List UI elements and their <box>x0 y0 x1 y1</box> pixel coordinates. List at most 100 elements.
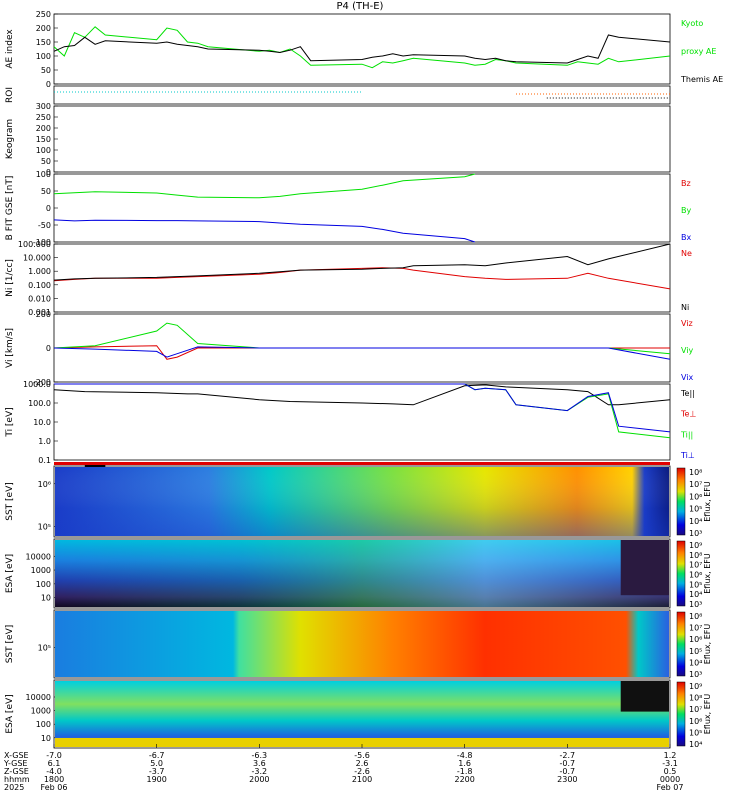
sst_e-colorbar-tick: 10⁶ <box>689 492 702 501</box>
velocity-right-label: Viy <box>681 346 694 355</box>
sst_e-colorbar-tick: 10⁷ <box>689 480 702 489</box>
esa_i-colorbar-tick: 10⁶ <box>689 717 702 726</box>
keogram-ytick-label: 0 <box>46 168 51 177</box>
xaxis-tick-label: Feb 07 <box>657 783 684 792</box>
xaxis-tick-label: -0.7 <box>560 767 576 776</box>
temperature-ytick-label: 10.0 <box>33 418 51 427</box>
keogram-ytick-label: 50 <box>41 157 51 166</box>
sst_e-ytick-label: 10⁵ <box>38 522 51 531</box>
ae-series-0 <box>53 26 671 69</box>
density-ytick-label: 0.001 <box>28 308 51 317</box>
esa_i-colorbar-label: Eflux, EFU <box>703 694 712 735</box>
sst_i-heatmap <box>55 611 669 677</box>
keogram-ytick-label: 250 <box>36 113 51 122</box>
temperature-ylabel: Ti [eV] <box>5 407 15 437</box>
temperature-frame <box>53 383 671 461</box>
sst_i-colorbar <box>676 611 686 677</box>
density-series-1 <box>53 243 671 281</box>
sst_i-colorbar-tick: 10⁷ <box>689 624 702 633</box>
bfield-right-label: Bx <box>681 233 691 242</box>
density-ylabel: Ni [1/cc] <box>5 259 15 297</box>
xaxis-tick-label: 2000 <box>249 775 269 784</box>
esa_e-frame <box>53 538 671 609</box>
esa_i-ytick-label: 10000 <box>26 693 51 702</box>
xaxis-row-label: X-GSE <box>4 751 29 760</box>
panels-layer <box>53 13 671 749</box>
esa_e-colorbar <box>676 540 686 607</box>
temperature-ytick-label: 100.0 <box>28 399 51 408</box>
bfield-ylabel: B FIT GSE [nT] <box>5 176 15 241</box>
esa_i-dark-region <box>620 681 669 712</box>
sst_i-colorbar-tick: 10⁴ <box>689 658 702 667</box>
sst_i-colorbar-tick: 10³ <box>689 670 702 679</box>
temperature-ytick-label: 0.1 <box>38 456 51 465</box>
xaxis-tick-label: -3.1 <box>662 759 678 768</box>
ae-ylabel: AE index <box>5 29 15 69</box>
bfield-ytick-label: 100 <box>36 170 51 179</box>
density-right-label: Ni <box>681 303 689 312</box>
sst_e-colorbar-tick: 10⁴ <box>689 517 702 526</box>
sst_e-ylabel: SST [eV] <box>5 482 15 521</box>
sst_e-colorbar <box>676 467 686 536</box>
xaxis-tick-label: 0000 <box>660 775 680 784</box>
xaxis-row-label: hhmm <box>4 775 30 784</box>
xaxis-tick-label: -3.2 <box>252 767 268 776</box>
xaxis-tick-label: -6.7 <box>149 751 165 760</box>
xaxis-tick-label: -5.6 <box>354 751 370 760</box>
bfield-ytick-label: 50 <box>41 187 51 196</box>
roi-ylabel: ROI <box>5 87 15 103</box>
xaxis-tick-label: 2100 <box>352 775 372 784</box>
esa_e-colorbar-tick: 10³ <box>689 600 702 609</box>
density-frame <box>53 243 671 313</box>
ae-ytick-label: 200 <box>36 24 51 33</box>
esa_i-colorbar-tick: 10⁴ <box>689 740 702 749</box>
xaxis-tick-label: 6.1 <box>48 759 61 768</box>
sst_e-colorbar-label: Eflux, EFU <box>703 481 712 522</box>
density-ytick-label: 1.000 <box>28 267 51 276</box>
ae-series-1 <box>53 34 671 64</box>
sst_e-colorbar-tick: 10⁵ <box>689 505 702 514</box>
bfield-ytick-label: -50 <box>38 221 51 230</box>
ae-ytick-label: 100 <box>36 52 51 61</box>
keogram-ytick-label: 100 <box>36 146 51 155</box>
xaxis-tick-label: 1900 <box>146 775 166 784</box>
sst_e-colorbar-tick: 10⁸ <box>689 468 702 477</box>
esa_e-colorbar-tick: 10⁵ <box>689 580 702 589</box>
esa_e-ytick-label: 100 <box>36 580 51 589</box>
temperature-right-label: Te|| <box>680 389 695 398</box>
ae-frame <box>53 13 671 85</box>
xaxis-tick-label: 5.0 <box>150 759 163 768</box>
x-axis-layer: X-GSEY-GSEZ-GSEhhmm2025-7.06.1-4.01800Fe… <box>3 744 683 792</box>
xaxis-tick-label: -4.0 <box>46 767 62 776</box>
esa_e-ytick-label: 1000 <box>31 566 51 575</box>
xaxis-tick-label: 3.6 <box>253 759 266 768</box>
temperature-ytick-label: 1000.0 <box>23 380 51 389</box>
xaxis-tick-label: -4.8 <box>457 751 473 760</box>
ae-ytick-label: 150 <box>36 38 51 47</box>
bfield-series-1 <box>53 173 476 199</box>
status-bar-black <box>84 465 106 467</box>
xaxis-row-label: Z-GSE <box>4 767 29 776</box>
roi-frame <box>53 85 671 105</box>
velocity-ytick-label: -200 <box>33 378 51 387</box>
velocity-ylabel: Vi [km/s] <box>5 328 15 368</box>
keogram-frame <box>53 105 671 173</box>
esa_e-ylabel: ESA [eV] <box>5 554 15 593</box>
velocity-ytick-label: 200 <box>36 310 51 319</box>
xaxis-tick-label: -0.7 <box>560 759 576 768</box>
esa_e-colorbar-tick: 10⁶ <box>689 571 702 580</box>
velocity-series-1 <box>53 322 671 355</box>
esa_i-colorbar-tick: 10⁵ <box>689 728 702 737</box>
spectrogram-layer <box>55 467 686 747</box>
esa_i-colorbar-tick: 10⁹ <box>689 682 702 691</box>
esa_i-colorbar-tick: 10⁷ <box>689 705 702 714</box>
bfield-ytick-label: 0 <box>46 204 51 213</box>
xaxis-tick-label: -1.8 <box>457 767 473 776</box>
xaxis-tick-label: 2200 <box>454 775 474 784</box>
density-right-label: Ne <box>681 249 692 258</box>
plot-title: P4 (TH-E) <box>337 1 384 12</box>
sst_i-colorbar-tick: 10⁸ <box>689 612 702 621</box>
xaxis-tick-label: 2300 <box>557 775 577 784</box>
